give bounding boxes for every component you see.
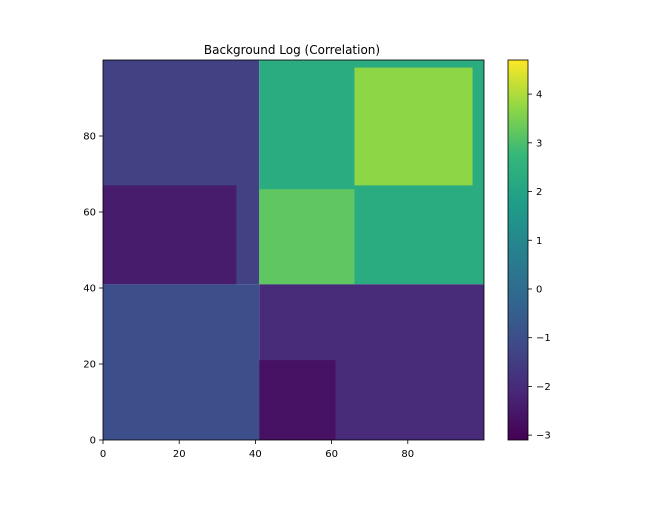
colorbar-tick-label: 4 <box>536 90 542 101</box>
x-tick-label: 20 <box>173 449 186 460</box>
chart-title: Background Log (Correlation) <box>204 43 380 57</box>
plot-frame <box>102 59 485 441</box>
colorbar: −3 −2 −1 0 1 2 3 4 <box>507 59 551 442</box>
y-tick-label: 60 <box>83 208 96 219</box>
x-tick-label: 0 <box>100 449 106 460</box>
heatmap-region-5 <box>103 185 237 285</box>
x-tick-label: 40 <box>249 449 262 460</box>
y-tick-label: 80 <box>83 132 96 143</box>
x-tick-label: 80 <box>401 449 414 460</box>
heatmap-region-7 <box>259 189 355 285</box>
colorbar-tick-label: 1 <box>536 236 542 247</box>
y-tick-label: 40 <box>83 284 96 295</box>
x-tick-label: 60 <box>325 449 338 460</box>
colorbar-tick-label: −1 <box>536 333 551 344</box>
colorbar-tick-label: −2 <box>536 382 551 393</box>
colorbar-tick-label: 3 <box>536 138 542 149</box>
colorbar-tick-label: 2 <box>536 187 542 198</box>
y-tick-label: 20 <box>83 360 96 371</box>
colorbar-gradient <box>507 59 529 441</box>
y-axis: 0 20 40 60 80 <box>83 132 103 447</box>
x-axis: 0 20 40 60 80 <box>100 440 414 460</box>
heatmap-area <box>102 59 485 441</box>
colorbar-tick-label: 0 <box>536 284 542 295</box>
heatmap-region-3 <box>259 360 336 440</box>
heatmap-region-1 <box>103 284 260 440</box>
y-tick-label: 0 <box>90 436 96 447</box>
heatmap-region-8 <box>354 67 473 186</box>
colorbar-tick-label: −3 <box>536 431 551 442</box>
